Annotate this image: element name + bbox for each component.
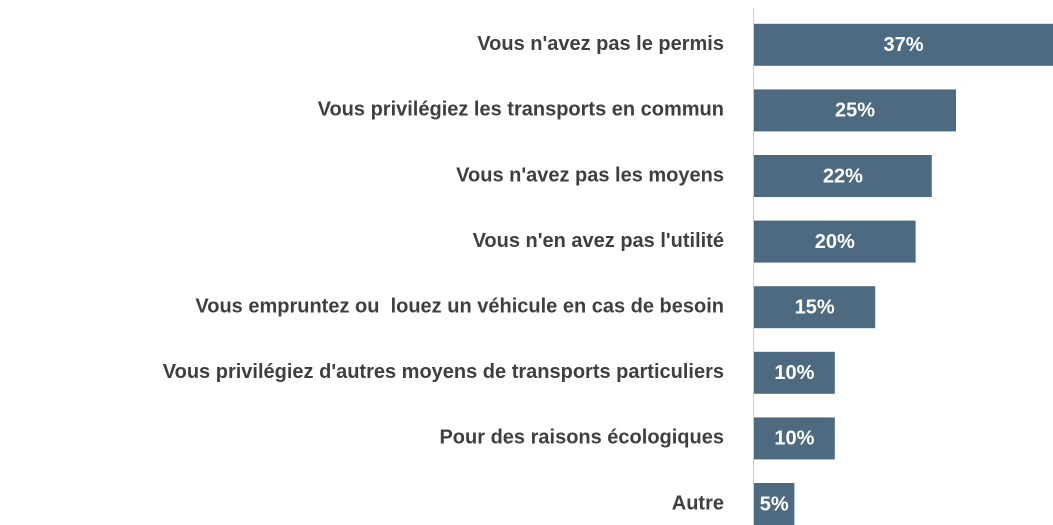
bar <box>754 483 795 525</box>
bar <box>754 351 835 394</box>
category-label: Pour des raisons écologiques <box>439 427 724 449</box>
value-label: 5% <box>760 493 789 515</box>
category-label: Vous n'en avez pas l'utilité <box>473 230 724 252</box>
bar <box>754 23 1053 66</box>
bar <box>754 89 957 132</box>
category-label: Vous empruntez ou louez un véhicule en c… <box>195 295 724 317</box>
bar <box>754 417 835 460</box>
value-label: 15% <box>795 296 835 318</box>
value-label: 37% <box>883 34 923 56</box>
value-label: 20% <box>815 231 855 253</box>
value-label: 22% <box>823 165 863 187</box>
category-label: Autre <box>672 492 724 514</box>
category-label: Vous n'avez pas les moyens <box>456 164 724 186</box>
value-label: 10% <box>774 428 814 450</box>
category-label: Vous n'avez pas le permis <box>477 33 724 55</box>
value-label: 10% <box>774 362 814 384</box>
value-label: 25% <box>835 100 875 122</box>
bar <box>754 220 916 263</box>
category-label: Vous privilégiez d'autres moyens de tran… <box>163 361 724 383</box>
category-label: Vous privilégiez les transports en commu… <box>318 99 724 121</box>
bar <box>754 286 876 329</box>
bar <box>754 155 932 197</box>
